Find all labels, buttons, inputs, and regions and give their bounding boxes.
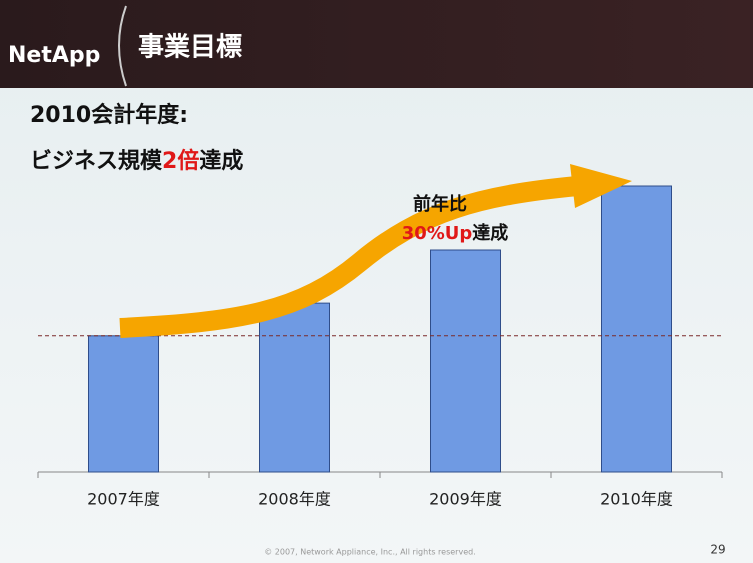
bar [88, 335, 159, 473]
bar [259, 302, 330, 473]
heading-text: ビジネス規模 [30, 149, 163, 174]
heading-line1: 2010会計年度: [30, 102, 188, 128]
x-tick-label: 2010年度 [600, 490, 673, 509]
chart: 2007年度 2008年度 2009年度 2010年度 [37, 185, 723, 509]
header-title: 事業目標 [138, 33, 242, 63]
header-divider [118, 5, 127, 87]
bar [601, 185, 672, 473]
heading-text: 達成 [199, 148, 243, 174]
heading-highlight: 2倍 [162, 148, 199, 174]
page-number: 29 [710, 543, 725, 557]
annotation-line2: 30%Up達成 [402, 222, 509, 244]
annotation-text: 達成 [472, 222, 508, 244]
header-band [0, 0, 753, 88]
copyright: © 2007, Network Appliance, Inc., All rig… [264, 548, 476, 557]
growth-arrow [119, 176, 579, 338]
x-tick-label: 2007年度 [87, 490, 160, 509]
logo: NetApp [8, 43, 100, 68]
x-tick-label: 2008年度 [258, 490, 331, 509]
annotation-highlight: 30%Up [402, 223, 473, 244]
annotation-line1: 前年比 [413, 193, 467, 215]
heading-line2: ビジネス規模2倍達成 [30, 148, 243, 174]
growth-arrow-head [570, 164, 632, 208]
x-tick-label: 2009年度 [429, 490, 502, 509]
bar [430, 249, 501, 473]
